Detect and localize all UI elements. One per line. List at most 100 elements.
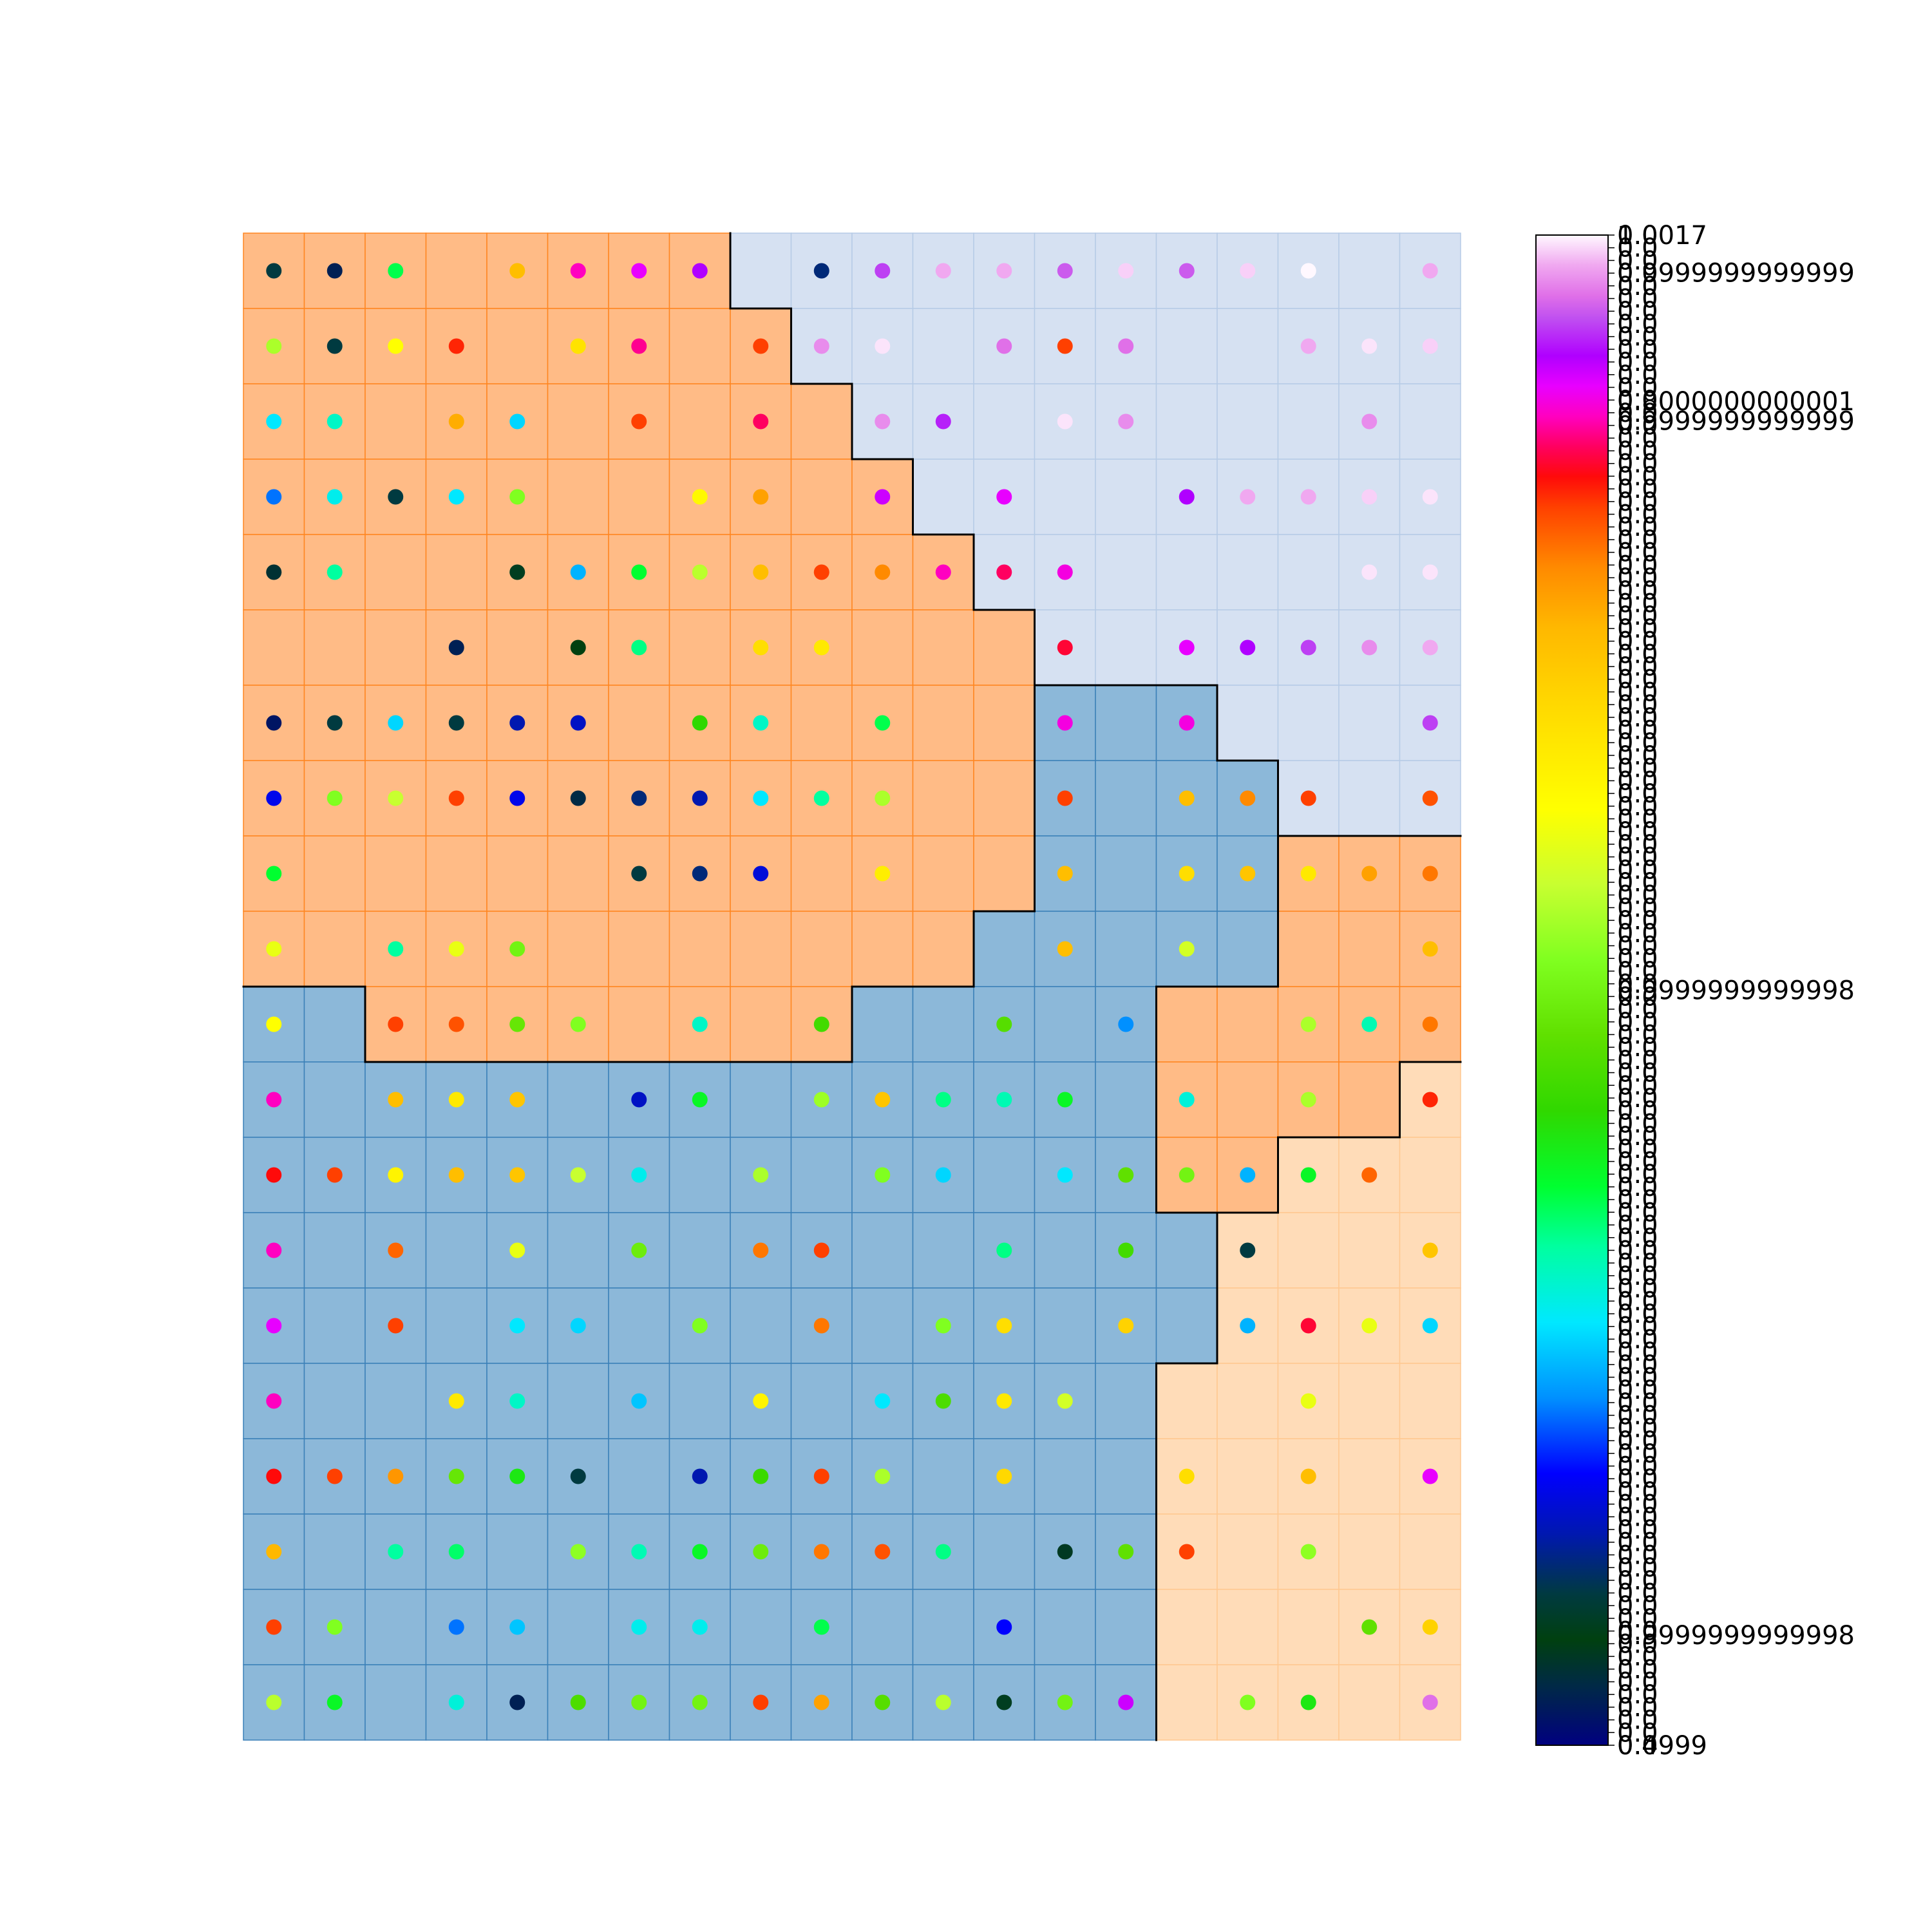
data-point (509, 1694, 526, 1710)
grid-cell (1217, 911, 1279, 987)
colorbar-tick-filler: 0.0 (1617, 538, 1658, 568)
data-point (1422, 1619, 1438, 1635)
grid-cell (730, 911, 792, 987)
data-point (509, 1318, 526, 1334)
grid-cell (851, 1589, 914, 1665)
data-point (327, 1619, 343, 1635)
data-point (448, 639, 464, 656)
grid-cell (608, 459, 670, 535)
data-point (875, 1468, 891, 1484)
data-point (1057, 1393, 1073, 1409)
colorbar-tick-filler: 0.0 (1617, 373, 1658, 402)
colorbar-tick-filler: 0.0 (1617, 1452, 1658, 1481)
data-point (266, 790, 282, 806)
data-point (692, 866, 708, 882)
data-point (753, 1694, 769, 1710)
colorbar-tick-filler: 0.0 (1617, 589, 1658, 618)
data-point (1118, 1016, 1134, 1032)
grid-cell (1217, 308, 1279, 384)
data-point (996, 1092, 1012, 1108)
grid-cell (668, 1212, 731, 1289)
data-point (1361, 1318, 1378, 1334)
colorbar-tick-filler: 0.0 (1617, 1731, 1658, 1761)
colorbar-tick-filler: 0.0 (1617, 1579, 1658, 1609)
colorbar-tick-filler: 0.0 (1617, 995, 1658, 1025)
grid-cell (1338, 911, 1401, 987)
data-point (266, 1318, 282, 1334)
colorbar-tick-filler: 0.0 (1617, 361, 1658, 390)
data-point (692, 564, 708, 580)
data-point (753, 1167, 769, 1183)
data-point (509, 1393, 526, 1409)
data-point (509, 790, 526, 806)
colorbar-tick-filler: 0.0 (1617, 1020, 1658, 1050)
data-point (692, 790, 708, 806)
data-point (327, 715, 343, 731)
colorbar-tick-filler: 0.0 (1617, 1109, 1658, 1139)
colorbar-tick-filler: 0.0 (1617, 1249, 1658, 1278)
colorbar-gradient (1535, 234, 1609, 1746)
data-point (1300, 639, 1316, 656)
colorbar-tick-filler: 0.0 (1617, 1718, 1658, 1748)
data-point (388, 1544, 404, 1560)
data-point (448, 1167, 464, 1183)
grid-cell (1095, 609, 1157, 686)
colorbar: 0.00.00.00.00.00.00.00.00.00.00.00.00.00… (1535, 221, 1855, 1761)
grid-cell (1338, 1212, 1401, 1289)
colorbar-tick-filler: 0.0 (1617, 1655, 1658, 1685)
grid-cell (912, 1212, 974, 1289)
data-point (327, 1694, 343, 1710)
data-point (388, 1242, 404, 1258)
grid-cell (1399, 685, 1461, 761)
data-point (631, 639, 647, 656)
data-point (813, 1092, 829, 1108)
grid-cell (1095, 911, 1157, 987)
grid-cell (973, 685, 1036, 761)
grid-cell (608, 1438, 670, 1515)
grid-cell (1155, 1589, 1218, 1665)
data-point (753, 639, 769, 656)
data-point (1300, 1092, 1316, 1108)
data-point (388, 338, 404, 354)
colorbar-tick-filler: 0.0 (1617, 1376, 1658, 1405)
colorbar-tick-filler: 0.0 (1617, 323, 1658, 352)
colorbar-tick-filler: 0.0 (1617, 1706, 1658, 1736)
data-point (1240, 866, 1256, 882)
data-point (448, 1544, 464, 1560)
data-point (1422, 564, 1438, 580)
colorbar-tick-filler: 0.0 (1617, 1008, 1658, 1037)
data-point (327, 1167, 343, 1183)
grid-cell (608, 986, 670, 1063)
data-point (1422, 1016, 1438, 1032)
colorbar-tick-filler: 0.0 (1617, 639, 1658, 669)
grid-cell (1217, 1589, 1279, 1665)
colorbar-tick-filler: 0.0 (1617, 817, 1658, 847)
colorbar-tick-filler: 0.0 (1617, 690, 1658, 720)
grid-cell (303, 1513, 366, 1590)
colorbar-tick-filler: 0.0 (1617, 1274, 1658, 1304)
colorbar-tick-filler: 0.0 (1617, 766, 1658, 796)
colorbar-tick-filler: 0.0 (1617, 576, 1658, 606)
data-point (935, 263, 951, 279)
grid-cell (1338, 1664, 1401, 1741)
grid-cell (1399, 1137, 1461, 1213)
grid-cell (425, 835, 488, 912)
data-point (813, 1544, 829, 1560)
data-point (875, 866, 891, 882)
grid-cell (1155, 1664, 1218, 1741)
data-point (570, 1016, 586, 1032)
data-point (1361, 489, 1378, 505)
colorbar-tick-filler: 0.0 (1617, 741, 1658, 771)
data-point (1057, 413, 1073, 430)
grid-cell (1399, 835, 1461, 912)
data-point (1118, 338, 1134, 354)
grid-cell (1277, 383, 1340, 460)
colorbar-tick-filler: 0.0 (1617, 475, 1658, 504)
data-point (570, 1468, 586, 1484)
grid-cell (851, 986, 914, 1063)
data-point (692, 1544, 708, 1560)
data-point (509, 564, 526, 580)
colorbar-tick-filler: 0.0 (1617, 1591, 1658, 1621)
data-point (692, 1092, 708, 1108)
grid-cell (1217, 1438, 1279, 1515)
